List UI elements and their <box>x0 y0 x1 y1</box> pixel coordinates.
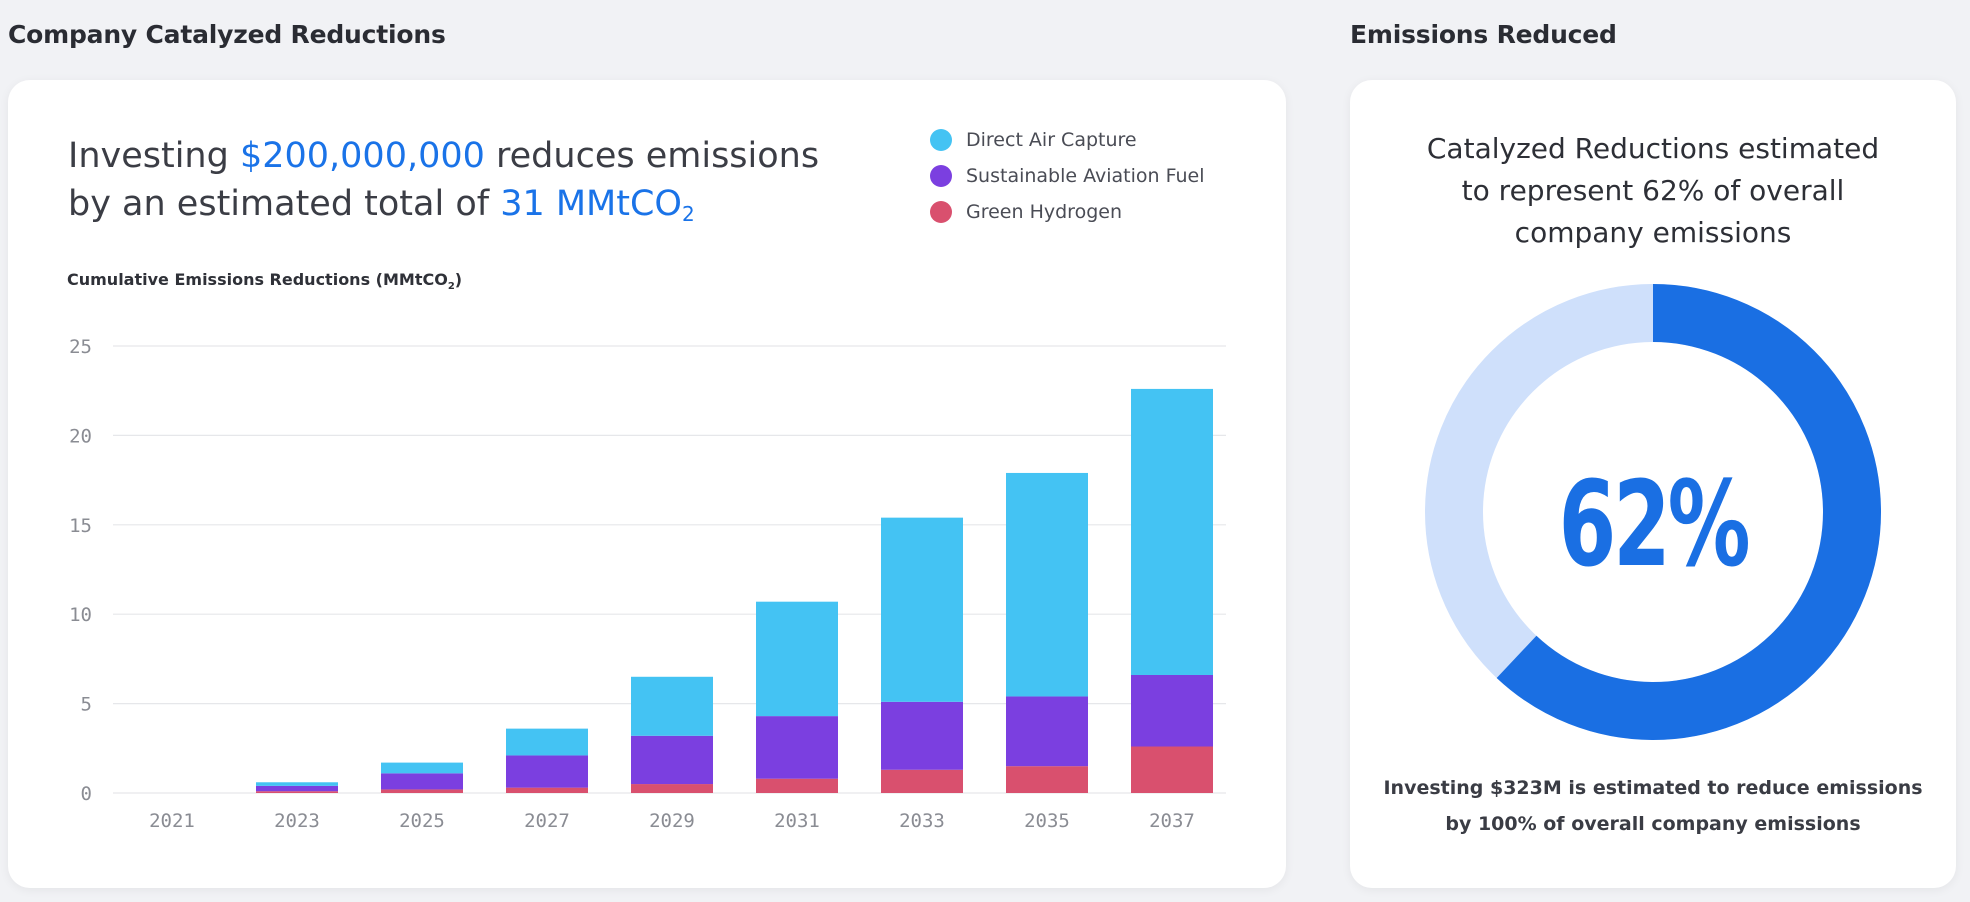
bar-segment-direct-air-capture <box>1131 388 1213 675</box>
legend-item-direct-air-capture: Direct Air Capture <box>930 122 1205 158</box>
total-reduction-subscript: 2 <box>681 202 695 226</box>
section-title-emissions-reduced: Emissions Reduced <box>1350 20 1617 49</box>
donut-title: Catalyzed Reductions estimated to repres… <box>1390 128 1916 254</box>
bar-segment-direct-air-capture <box>506 728 588 756</box>
emissions-donut-card: Catalyzed Reductions estimated to repres… <box>1350 80 1956 888</box>
bar-segment-green-hydrogen <box>506 787 588 793</box>
donut-title-line-1: Catalyzed Reductions estimated <box>1426 132 1880 165</box>
legend-label-green-hydrogen: Green Hydrogen <box>966 201 1122 223</box>
legend-item-sustainable-aviation-fuel: Sustainable Aviation Fuel <box>930 158 1205 194</box>
bar-segment-direct-air-capture <box>381 762 463 774</box>
donut-value-arc <box>1425 284 1881 740</box>
bar-segment-sustainable-aviation-fuel <box>631 735 713 785</box>
y-tick-label: 5 <box>81 694 92 716</box>
legend-dot-sustainable-aviation-fuel <box>930 165 952 187</box>
x-tick-label: 2021 <box>149 810 195 832</box>
bar-segment-direct-air-capture <box>756 601 838 717</box>
bar-segment-green-hydrogen <box>256 791 338 793</box>
section-title-catalyzed-reductions: Company Catalyzed Reductions <box>8 20 446 49</box>
donut-title-line-2: to represent 62% of overall <box>1461 174 1845 207</box>
x-tick-label: 2031 <box>774 810 820 832</box>
chart-legend: Direct Air Capture Sustainable Aviation … <box>930 122 1205 230</box>
bar-segment-green-hydrogen <box>631 784 713 793</box>
x-tick-label: 2033 <box>899 810 945 832</box>
x-tick-label: 2035 <box>1024 810 1070 832</box>
bar-segment-green-hydrogen <box>756 778 838 793</box>
bar-segment-sustainable-aviation-fuel <box>381 773 463 790</box>
bar-segment-direct-air-capture <box>256 782 338 786</box>
bar-segment-sustainable-aviation-fuel <box>756 716 838 779</box>
donut-footer-line-1: Investing $323M is estimated to reduce e… <box>1383 777 1923 799</box>
x-tick-label: 2025 <box>399 810 445 832</box>
donut-percentage-label: 62% <box>1558 455 1751 593</box>
total-reduction: 31 MMtCO2 <box>500 184 695 226</box>
bar-segment-sustainable-aviation-fuel <box>256 785 338 792</box>
x-tick-label: 2023 <box>274 810 320 832</box>
legend-dot-green-hydrogen <box>930 201 952 223</box>
donut-footer-line-2: by 100% of overall company emissions <box>1445 813 1861 835</box>
bar-segment-sustainable-aviation-fuel <box>1006 696 1088 767</box>
bar-segment-sustainable-aviation-fuel <box>506 755 588 788</box>
headline-text-post: reduces emissions <box>484 136 820 176</box>
y-tick-label: 20 <box>69 425 92 447</box>
y-tick-label: 15 <box>69 515 92 537</box>
bar-segment-green-hydrogen <box>881 769 963 793</box>
headline-text-pre: Investing <box>68 136 240 176</box>
bar-segment-direct-air-capture <box>881 517 963 702</box>
legend-label-sustainable-aviation-fuel: Sustainable Aviation Fuel <box>966 165 1205 187</box>
bar-segment-direct-air-capture <box>1006 472 1088 697</box>
total-reduction-value: 31 MMtCO <box>500 184 682 224</box>
investment-amount: $200,000,000 <box>239 136 485 176</box>
y-tick-label: 25 <box>69 336 92 358</box>
y-tick-label: 0 <box>81 783 92 805</box>
x-tick-label: 2029 <box>649 810 695 832</box>
y-tick-label: 10 <box>69 604 92 626</box>
x-tick-label: 2037 <box>1149 810 1195 832</box>
bar-segment-green-hydrogen <box>1006 766 1088 793</box>
headline-total-pre: by an estimated total of <box>68 184 501 224</box>
legend-item-green-hydrogen: Green Hydrogen <box>930 194 1205 230</box>
bar-segment-sustainable-aviation-fuel <box>1131 674 1213 747</box>
bar-segment-direct-air-capture <box>631 676 713 736</box>
x-tick-label: 2027 <box>524 810 570 832</box>
reductions-chart-card: Investing $200,000,000 reduces emissions… <box>8 80 1286 888</box>
donut-title-line-3: company emissions <box>1514 216 1792 249</box>
bar-segment-sustainable-aviation-fuel <box>881 701 963 770</box>
legend-dot-direct-air-capture <box>930 129 952 151</box>
legend-label-direct-air-capture: Direct Air Capture <box>966 129 1137 151</box>
chart-subtitle-text: Cumulative Emissions Reductions (MMtCO <box>67 270 448 289</box>
chart-subtitle-close: ) <box>454 270 463 289</box>
investment-headline: Investing $200,000,000 reduces emissions… <box>68 132 819 238</box>
bar-segment-green-hydrogen <box>1131 746 1213 793</box>
chart-subtitle-subscript: 2 <box>447 281 455 293</box>
chart-subtitle: Cumulative Emissions Reductions (MMtCO2) <box>67 270 462 292</box>
headline-line-1: Investing $200,000,000 reduces emissions <box>68 132 819 180</box>
donut-chart <box>1425 284 1881 740</box>
bar-segment-green-hydrogen <box>381 789 463 793</box>
donut-footer: Investing $323M is estimated to reduce e… <box>1370 770 1936 842</box>
headline-line-2: by an estimated total of 31 MMtCO2 <box>68 180 819 238</box>
